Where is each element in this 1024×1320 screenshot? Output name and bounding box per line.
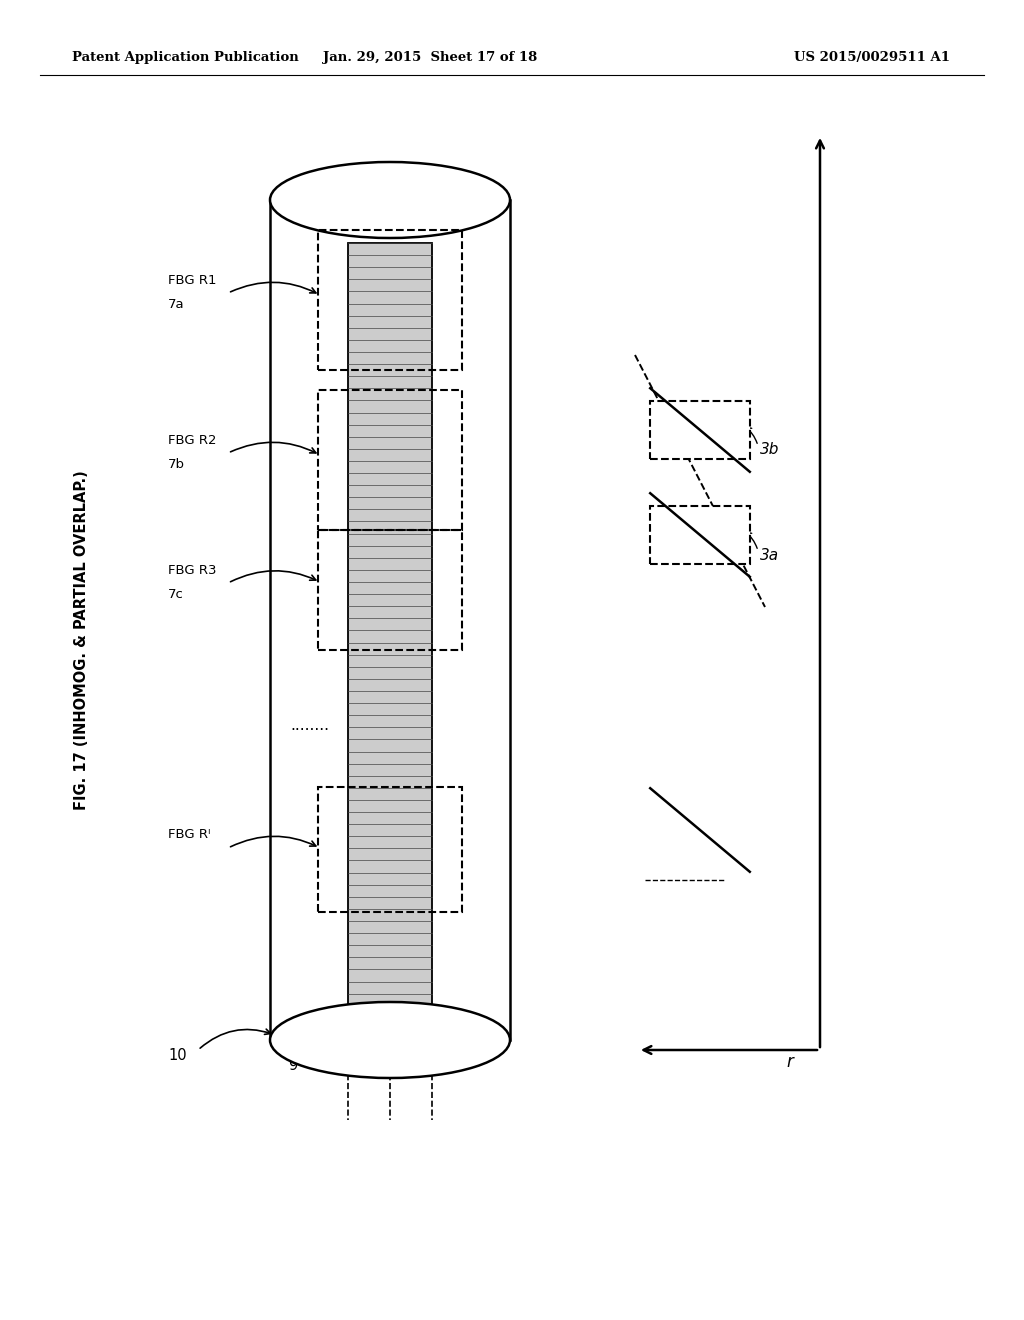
Bar (318, 531, 462, 649)
Ellipse shape (270, 1002, 510, 1078)
Text: r: r (786, 1053, 794, 1071)
Text: 10: 10 (169, 1048, 187, 1063)
Text: Patent Application Publication: Patent Application Publication (72, 51, 299, 65)
Bar (348, 243, 432, 1030)
Text: 3a: 3a (760, 548, 779, 562)
Text: FBG R1: FBG R1 (168, 273, 216, 286)
Bar (650, 506, 750, 564)
Text: 7b: 7b (168, 458, 185, 470)
Bar (318, 389, 462, 531)
Text: 7c: 7c (168, 587, 184, 601)
Text: US 2015/0029511 A1: US 2015/0029511 A1 (794, 51, 950, 65)
Text: Jan. 29, 2015  Sheet 17 of 18: Jan. 29, 2015 Sheet 17 of 18 (323, 51, 538, 65)
Text: FBG Rᴵ: FBG Rᴵ (168, 829, 211, 842)
Text: ........: ........ (291, 718, 330, 733)
Text: 9: 9 (289, 1057, 298, 1072)
Bar (318, 787, 462, 912)
Bar (318, 230, 462, 370)
Text: FBG R3: FBG R3 (168, 564, 216, 577)
Text: 3b: 3b (760, 442, 779, 458)
Ellipse shape (270, 162, 510, 238)
Text: FIG. 17 (INHOMOG. & PARTIAL OVERLAP.): FIG. 17 (INHOMOG. & PARTIAL OVERLAP.) (75, 470, 89, 810)
Text: FBG R2: FBG R2 (168, 433, 216, 446)
Bar (650, 401, 750, 459)
Text: 7a: 7a (168, 297, 184, 310)
